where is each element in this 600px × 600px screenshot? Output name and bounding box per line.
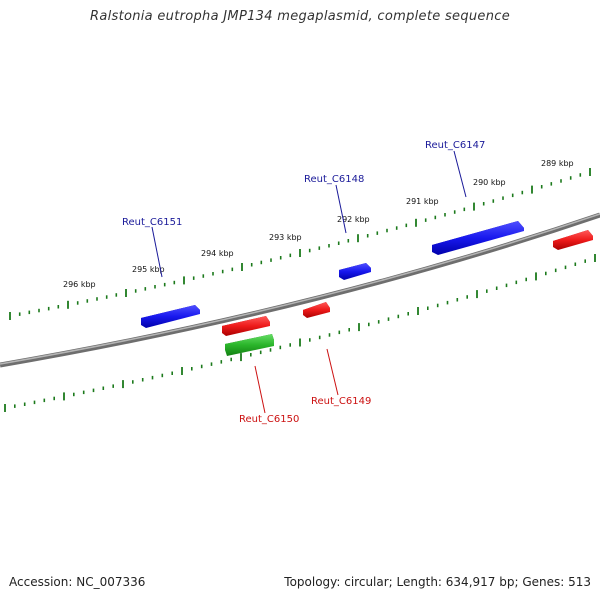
kbp-label-291: 291 kbp (406, 197, 439, 206)
kbp-label-295: 295 kbp (132, 265, 165, 274)
kbp-label-292: 292 kbp (337, 215, 370, 224)
tick-row-upper (9, 168, 591, 320)
map-title: Ralstonia eutropha JMP134 megaplasmid, c… (89, 9, 510, 24)
gene-feature-reut-c6149[interactable] (303, 302, 339, 396)
gene-feature-red-left[interactable] (222, 316, 270, 336)
gene-feature-reut-c6151[interactable] (141, 226, 200, 328)
gene-label-reut-c6147[interactable]: Reut_C6147 (425, 140, 485, 151)
gene-feature-reut-c6148[interactable] (335, 184, 371, 280)
plasmid-backbone-highlight (0, 213, 600, 365)
topology-summary: Topology: circular; Length: 634,917 bp; … (284, 575, 591, 589)
accession-text: Accession: NC_007336 (9, 575, 146, 589)
kbp-label-293: 293 kbp (269, 233, 302, 242)
gene-feature-red-right[interactable] (553, 230, 593, 250)
gene-feature-reut-c6147[interactable] (432, 150, 524, 255)
kbp-label-290: 290 kbp (473, 178, 506, 187)
gene-label-reut-c6150[interactable]: Reut_C6150 (239, 414, 299, 425)
kbp-label-294: 294 kbp (201, 249, 234, 258)
gene-feature-reut-c6150[interactable] (225, 334, 274, 414)
plasmid-backbone (0, 212, 600, 368)
gene-label-reut-c6149[interactable]: Reut_C6149 (311, 396, 371, 407)
kbp-label-289: 289 kbp (541, 159, 574, 168)
kbp-label-296: 296 kbp (63, 280, 96, 289)
gene-label-reut-c6151[interactable]: Reut_C6151 (122, 217, 182, 228)
tick-row-lower (4, 254, 596, 412)
gene-label-reut-c6148[interactable]: Reut_C6148 (304, 174, 364, 185)
